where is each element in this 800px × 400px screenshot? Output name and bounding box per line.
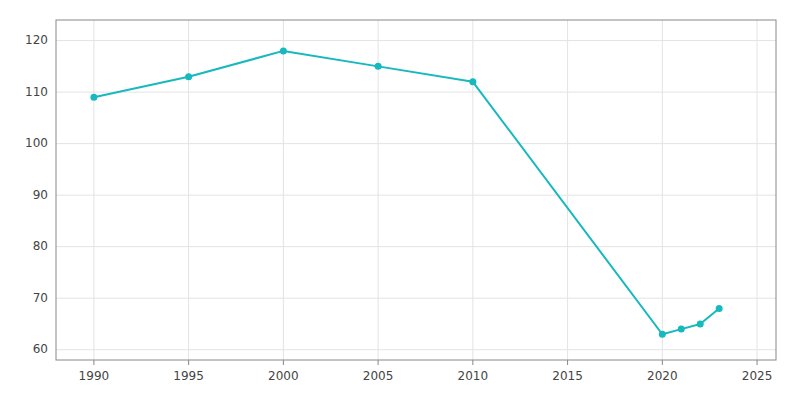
y-tick-label: 100: [25, 136, 48, 150]
marker: [697, 320, 704, 327]
x-tick-label: 2015: [552, 369, 583, 383]
marker: [280, 47, 287, 54]
marker: [678, 326, 685, 333]
y-tick-label: 90: [33, 188, 48, 202]
y-grid-line: [56, 195, 776, 196]
marker: [469, 78, 476, 85]
series: [90, 47, 722, 337]
chart-container: 60 70 80 90 100 110 120 1990 1995 2000 2005 2010 201…: [0, 0, 800, 400]
y-tick-label: 110: [25, 85, 48, 99]
marker: [716, 305, 723, 312]
x-tick-mark: [472, 360, 473, 365]
x-tick-label: 1990: [79, 369, 110, 383]
y-tick-label: 70: [33, 291, 48, 305]
y-grid-line: [56, 92, 776, 93]
x-tick-mark: [283, 360, 284, 365]
y-grid-line: [56, 40, 776, 41]
x-tick-mark: [567, 360, 568, 365]
x-tick-label: 2020: [647, 369, 678, 383]
plot-background: [56, 20, 776, 360]
x-tick-label: 2010: [458, 369, 489, 383]
y-grid-line: [56, 349, 776, 350]
x-grid-line: [93, 20, 94, 360]
axes: 60 70 80 90 100 110 120 1990 1995 2000 2005 2010 201…: [25, 20, 776, 383]
y-tick-label: 60: [33, 342, 48, 356]
y-grid-line: [56, 246, 776, 247]
x-grid-line: [662, 20, 663, 360]
marker: [90, 94, 97, 101]
x-grid-line: [378, 20, 379, 360]
x-tick-mark: [757, 360, 758, 365]
x-tick-label: 2005: [363, 369, 394, 383]
marker: [185, 73, 192, 80]
chart: 60 70 80 90 100 110 120 1990 1995 2000 2005 2010 201…: [0, 0, 800, 400]
x-grid-line: [283, 20, 284, 360]
x-tick-mark: [188, 360, 189, 365]
x-grid-line: [188, 20, 189, 360]
x-tick-label: 2000: [268, 369, 299, 383]
y-grid-line: [56, 143, 776, 144]
line: [94, 51, 719, 334]
x-grid-line: [567, 20, 568, 360]
y-tick-label: 80: [33, 239, 48, 253]
x-tick-mark: [662, 360, 663, 365]
x-tick-mark: [378, 360, 379, 365]
marker: [375, 63, 382, 70]
x-grid-line: [472, 20, 473, 360]
plot-frame: [56, 20, 776, 360]
y-tick-label: 120: [25, 33, 48, 47]
x-grid-line: [757, 20, 758, 360]
x-tick-label: 2025: [742, 369, 773, 383]
grid: [56, 20, 776, 360]
x-tick-mark: [93, 360, 94, 365]
x-tick-label: 1995: [173, 369, 204, 383]
marker: [659, 331, 666, 338]
y-grid-line: [56, 298, 776, 299]
